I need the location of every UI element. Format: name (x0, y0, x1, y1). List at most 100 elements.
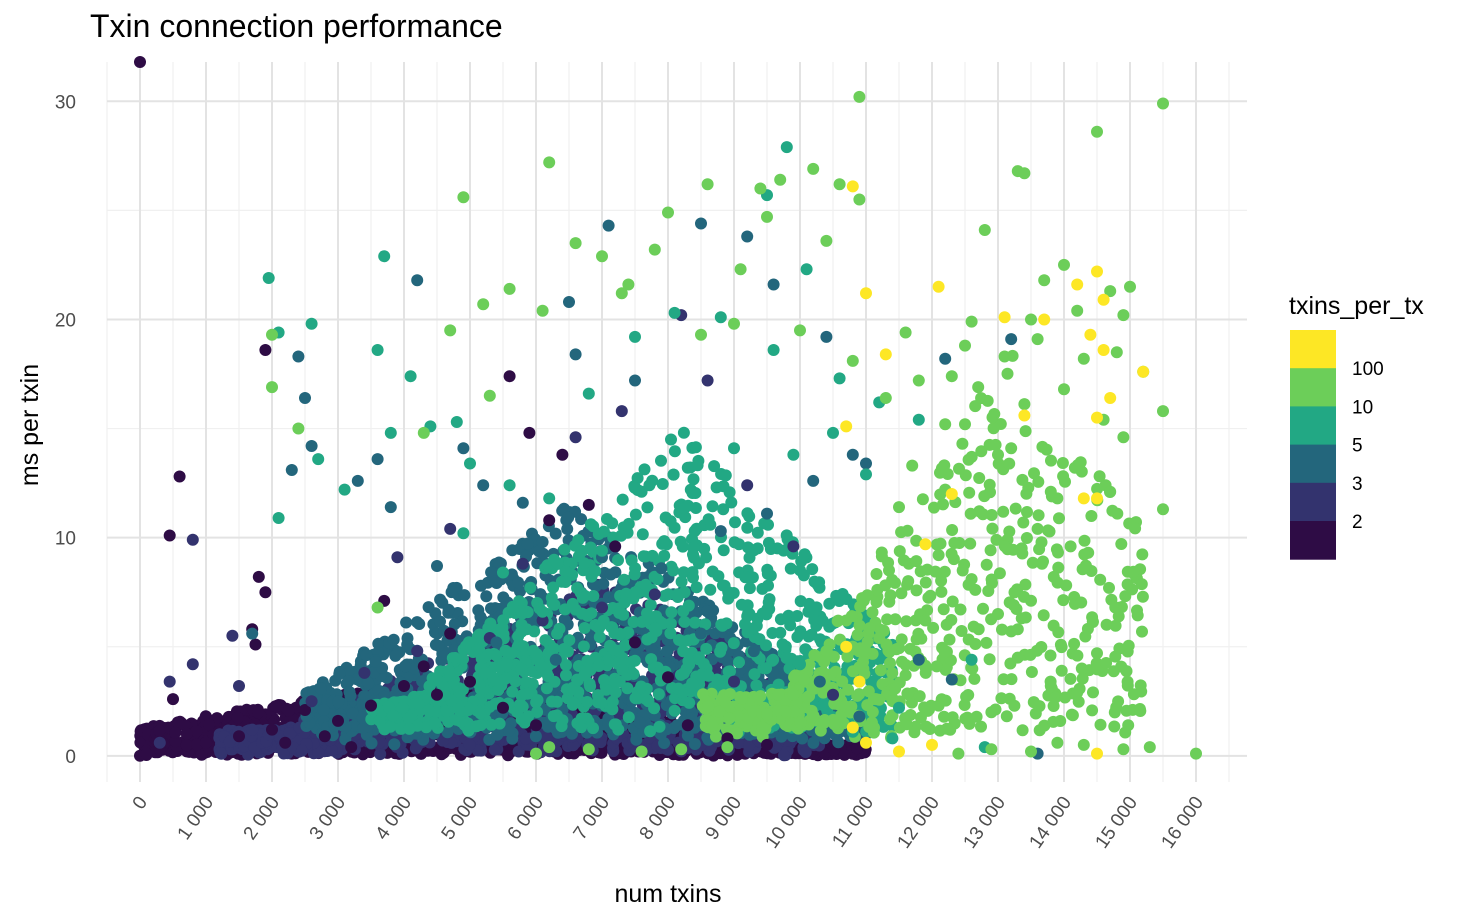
scatter-point (295, 744, 308, 757)
scatter-point (886, 667, 899, 680)
scatter-point (492, 684, 505, 696)
scatter-point (816, 614, 829, 627)
scatter-point (1008, 699, 1021, 712)
scatter-point (751, 542, 764, 555)
scatter-point (761, 563, 774, 576)
scatter-point (312, 746, 325, 759)
scatter-point (658, 549, 671, 562)
scatter-point (214, 746, 227, 759)
scatter-point (365, 737, 378, 750)
scatter-point (1018, 398, 1031, 411)
scatter-point (564, 683, 577, 696)
scatter-point (505, 647, 518, 660)
scatter-point (317, 703, 330, 716)
scatter-point (557, 643, 570, 655)
scatter-point (572, 534, 585, 547)
scatter-point (458, 589, 471, 602)
scatter-point (567, 697, 580, 709)
scatter-point (180, 739, 193, 752)
scatter-point (396, 701, 409, 714)
scatter-point (494, 660, 507, 673)
scatter-point (560, 659, 572, 671)
scatter-point (1020, 532, 1033, 544)
scatter-point (714, 645, 727, 658)
scatter-point (659, 511, 672, 524)
scatter-point (832, 736, 845, 749)
scatter-point (672, 682, 685, 695)
scatter-point (687, 541, 700, 554)
scatter-point (794, 595, 807, 608)
scatter-point (704, 583, 717, 596)
scatter-point (840, 593, 853, 605)
scatter-point (1037, 609, 1050, 622)
scatter-point (618, 573, 631, 586)
scatter-point (608, 627, 621, 640)
scatter-point (325, 744, 338, 757)
scatter-point (277, 747, 290, 760)
scatter-point (780, 652, 793, 664)
scatter-point (369, 655, 382, 668)
scatter-point (847, 665, 859, 678)
scatter-point (515, 625, 528, 638)
scatter-point (967, 620, 980, 633)
scatter-point (808, 575, 821, 588)
scatter-point (715, 618, 728, 631)
scatter-point (675, 575, 688, 588)
scatter-point (1045, 454, 1057, 467)
scatter-point (668, 521, 681, 534)
scatter-point (488, 743, 501, 756)
scatter-point (753, 633, 766, 646)
scatter-point (529, 730, 542, 743)
scatter-point (838, 748, 851, 761)
scatter-point (655, 454, 667, 467)
scatter-point (633, 716, 646, 729)
scatter-point (606, 703, 619, 716)
scatter-point (613, 675, 626, 688)
scatter-point (760, 662, 772, 675)
scatter-point (741, 521, 754, 534)
scatter-point (732, 737, 745, 750)
scatter-point (470, 720, 483, 733)
scatter-point (463, 738, 476, 751)
scatter-point (688, 616, 701, 629)
scatter-point (678, 615, 691, 628)
scatter-point (658, 535, 671, 548)
scatter-point (479, 666, 492, 679)
scatter-point (616, 493, 629, 506)
scatter-point (512, 576, 525, 589)
scatter-point (959, 469, 972, 482)
scatter-point (762, 518, 774, 531)
scatter-point (686, 487, 699, 499)
scatter-point (636, 528, 649, 541)
scatter-point (374, 748, 387, 761)
scatter-point (676, 540, 689, 553)
scatter-point (389, 649, 402, 662)
scatter-point (191, 738, 203, 751)
scatter-point (562, 511, 575, 524)
scatter-point (539, 634, 552, 647)
scatter-point (445, 586, 458, 599)
scatter-point (641, 607, 653, 620)
scatter-point (646, 549, 659, 562)
scatter-point (802, 605, 815, 618)
scatter-point (575, 712, 588, 725)
scatter-point (1085, 510, 1098, 522)
scatter-point (597, 577, 610, 590)
scatter-point (434, 615, 446, 628)
scatter-point (169, 735, 182, 748)
scatter-point (615, 529, 628, 542)
scatter-point (656, 478, 669, 490)
scatter-point (443, 664, 455, 677)
scatter-point (635, 680, 648, 693)
scatter-point (763, 593, 776, 606)
scatter-point (660, 645, 673, 658)
scatter-point (547, 710, 560, 723)
scatter-point (459, 640, 472, 653)
scatter-point (490, 577, 503, 589)
scatter-point (530, 648, 543, 661)
scatter-point (916, 493, 929, 506)
scatter-point (622, 517, 635, 530)
scatter-point (429, 717, 442, 730)
scatter-point (597, 614, 610, 627)
